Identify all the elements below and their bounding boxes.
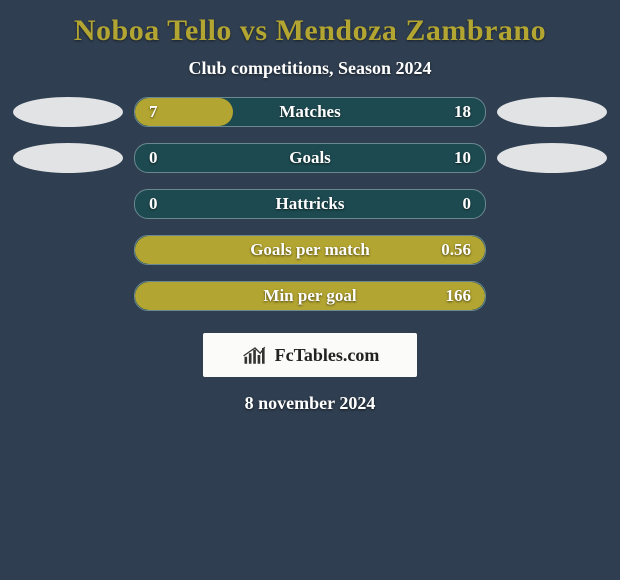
stat-right-value: 10 — [454, 148, 471, 168]
stat-bar: Goals0 10 — [134, 143, 486, 173]
stat-row: Goals0 10 — [8, 143, 612, 173]
stat-right-value: 0 — [463, 194, 472, 214]
site-logo: FcTables.com — [203, 333, 417, 377]
stat-row: Goals per match0.56 — [8, 235, 612, 265]
stat-bar-label: Goals per match — [135, 240, 485, 260]
team-marker-left — [8, 143, 128, 173]
comparison-rows: Matches718Goals010Hattricks00Goals per m… — [0, 97, 620, 311]
team-marker-right — [492, 97, 612, 127]
stat-bar: Goals per match0.56 — [134, 235, 486, 265]
page-subtitle: Club competitions, Season 2024 — [0, 52, 620, 97]
page-title: Noboa Tello vs Mendoza Zambrano — [0, 0, 620, 52]
stat-bar-label: Matches — [135, 102, 485, 122]
stat-bar-label: Min per goal — [135, 286, 485, 306]
stat-left-value: 0 — [149, 194, 158, 214]
stat-bar: Min per goal166 — [134, 281, 486, 311]
stat-bar-label: Hattricks — [135, 194, 485, 214]
barchart-icon — [241, 344, 269, 366]
stat-right-value: 0.56 — [441, 240, 471, 260]
stat-row: Hattricks0 0 — [8, 189, 612, 219]
stat-right-value: 166 — [446, 286, 472, 306]
stat-right-value: 18 — [454, 102, 471, 122]
stat-row: Min per goal166 — [8, 281, 612, 311]
team-marker-left — [8, 97, 128, 127]
footer-date: 8 november 2024 — [0, 377, 620, 430]
stat-bar: Hattricks0 0 — [134, 189, 486, 219]
stat-left-value: 0 — [149, 148, 158, 168]
site-logo-text: FcTables.com — [275, 345, 380, 366]
stat-row: Matches7 18 — [8, 97, 612, 127]
stat-bar-label: Goals — [135, 148, 485, 168]
stat-left-value: 7 — [149, 102, 158, 122]
stat-bar: Matches7 18 — [134, 97, 486, 127]
team-marker-right — [492, 143, 612, 173]
